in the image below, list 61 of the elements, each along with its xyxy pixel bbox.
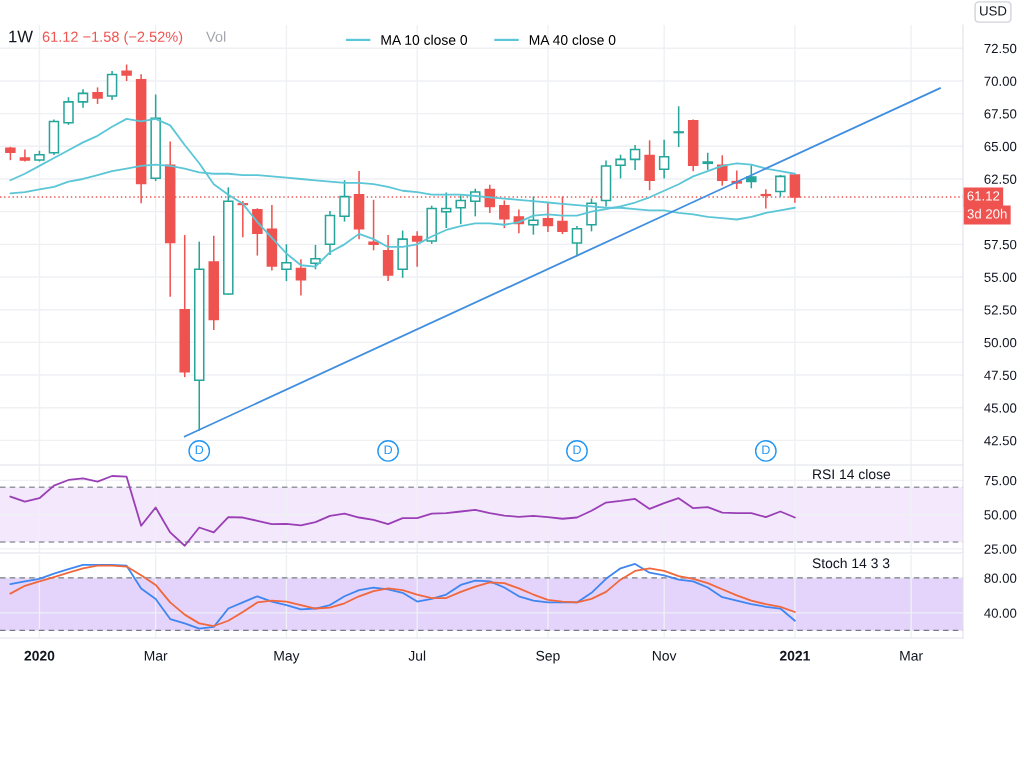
x-tick-label: Jul [408, 650, 426, 661]
y-tick-label: 75.00 [984, 475, 1017, 486]
chart-title: Stoch 14 3 3 [812, 558, 890, 569]
y-tick-label: 62.50 [984, 174, 1017, 184]
x-tick-label: Nov [652, 651, 677, 661]
candlestick [673, 106, 684, 148]
y-tick-label: 80.00 [984, 573, 1017, 583]
y-tick-label: 72.50 [984, 43, 1017, 54]
candlestick [19, 149, 31, 162]
candlestick [746, 165, 757, 189]
x-tick-label: May [274, 651, 300, 664]
y-tick-label: 40.00 [984, 608, 1017, 618]
candlestick [542, 203, 554, 233]
annotation: D [573, 445, 581, 455]
annotation: D [762, 445, 770, 455]
candlestick [310, 244, 321, 270]
legend-label: MA 10 close 0 [381, 34, 468, 45]
line-series [9, 475, 796, 547]
y-tick-label: 55.00 [984, 272, 1017, 282]
y-tick-label: 42.50 [984, 435, 1017, 446]
candlestick [528, 196, 539, 235]
candlestick [368, 199, 379, 251]
candlestick [716, 155, 728, 186]
candlestick [63, 97, 74, 125]
legend-label: MA 40 close 0 [529, 34, 616, 45]
candlestick [106, 71, 118, 101]
ref-line-label: 61.12 [967, 191, 1000, 201]
candlestick [411, 231, 423, 267]
y-tick-label: 50.00 [984, 510, 1017, 520]
chart-title: 1W [9, 30, 33, 43]
candlestick [629, 144, 641, 170]
x-tick-label: Sep [536, 650, 560, 664]
y-tick-label: 67.50 [984, 109, 1017, 119]
y-tick-label: 50.00 [984, 337, 1017, 348]
chart-title: RSI 14 close [813, 469, 891, 480]
y-tick-label: 57.50 [984, 239, 1017, 250]
y-tick-label: 25.00 [984, 544, 1017, 554]
candlestick [775, 174, 786, 197]
candlestick [499, 200, 510, 229]
candlestick [281, 244, 292, 282]
y-tick-label: 45.00 [984, 403, 1017, 413]
candlestick [571, 225, 583, 257]
text: 3d 20h [967, 208, 1007, 219]
y-tick-label: 70.00 [984, 76, 1017, 86]
y-tick-label: 47.50 [984, 370, 1017, 380]
annotation: D [195, 445, 204, 455]
candlestick [295, 259, 307, 296]
candlestick [658, 139, 670, 179]
annotation: Vol [206, 31, 226, 42]
candlestick [455, 195, 467, 225]
y-tick-label: 65.00 [984, 141, 1017, 152]
text: USD [980, 6, 1007, 16]
annotation: 61.12 −1.58 (−2.52%) [42, 31, 183, 45]
x-tick-label: Mar [144, 651, 168, 661]
x-tick-label: Mar [900, 651, 923, 661]
x-tick-label: 2020 [24, 650, 55, 661]
y-tick-label: 52.50 [984, 305, 1017, 315]
candlestick [339, 180, 350, 222]
annotation: D [384, 445, 393, 455]
x-tick-label: 2021 [779, 650, 810, 661]
candlestick [615, 154, 626, 179]
